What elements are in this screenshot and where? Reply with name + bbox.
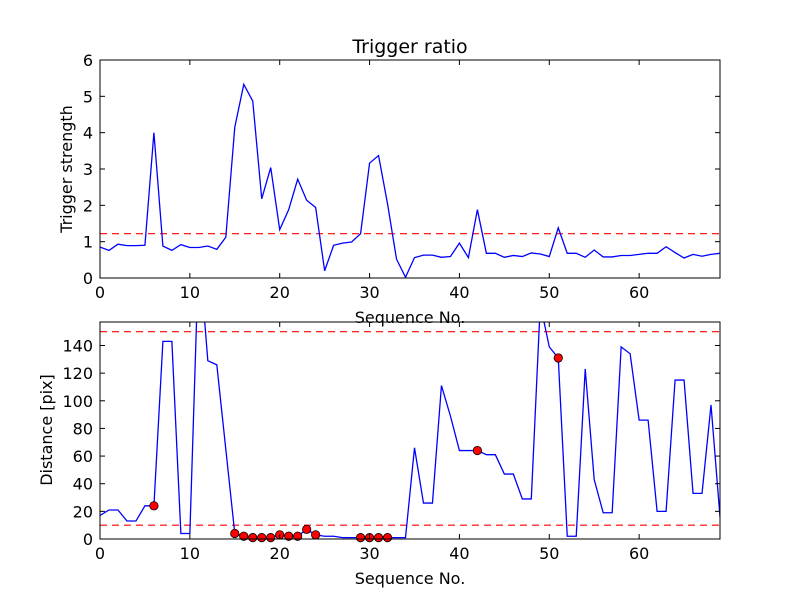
x-tick-label: 60 <box>629 283 649 302</box>
distance-markers <box>149 353 563 543</box>
x-tick-label: 10 <box>180 283 200 302</box>
y-tick-label: 1 <box>83 233 93 252</box>
series-line <box>100 82 720 278</box>
y-tick-label: 4 <box>83 124 93 143</box>
y-tick-label: 0 <box>83 269 93 288</box>
y-tick-label: 20 <box>73 502 93 521</box>
y-tick-label: 80 <box>73 419 93 438</box>
x-tick-label: 20 <box>270 283 290 302</box>
y-tick-label: 140 <box>62 336 93 355</box>
x-axis-ticks: 0 10 20 30 40 50 60 <box>95 60 649 302</box>
y-tick-label: 3 <box>83 160 93 179</box>
x-axis-label: Sequence No. <box>355 569 466 588</box>
x-tick-label: 0 <box>95 283 105 302</box>
y-tick-label: 100 <box>62 392 93 411</box>
data-point-marker <box>248 533 258 543</box>
data-point-marker <box>230 528 240 539</box>
data-point-marker <box>293 531 303 541</box>
x-tick-label: 30 <box>359 544 379 563</box>
y-tick-label: 2 <box>83 196 93 215</box>
data-point-marker <box>266 533 276 543</box>
x-tick-label: 10 <box>180 544 200 563</box>
y-tick-label: 120 <box>62 364 93 383</box>
plot-frame <box>99 321 721 540</box>
x-tick-label: 20 <box>270 544 290 563</box>
distance-series <box>100 322 720 539</box>
threshold-lines <box>100 331 720 526</box>
data-point-marker <box>257 533 267 543</box>
data-point-marker <box>382 533 393 543</box>
x-tick-label: 60 <box>629 544 649 563</box>
x-axis-ticks: 0 10 20 30 40 50 60 <box>95 322 649 563</box>
x-tick-label: 40 <box>449 544 469 563</box>
x-tick-label: 30 <box>359 283 379 302</box>
trigger-strength-series <box>100 82 720 278</box>
y-axis-ticks: 0 1 2 3 4 5 6 <box>83 51 720 288</box>
x-tick-label: 50 <box>539 283 559 302</box>
data-point-marker <box>355 533 366 543</box>
y-tick-label: 0 <box>83 530 93 549</box>
y-axis-label: Trigger strength <box>57 105 76 234</box>
x-tick-label: 40 <box>449 283 469 302</box>
y-tick-label: 60 <box>73 447 93 466</box>
distance-plot: 0 10 20 30 40 50 60 0 20 40 60 80 100 120 140 Sequenc… <box>37 321 721 588</box>
data-point-marker <box>311 530 321 540</box>
x-tick-label: 0 <box>95 544 105 563</box>
series-line <box>100 322 720 539</box>
x-tick-label: 50 <box>539 544 559 563</box>
data-point-marker <box>284 531 294 541</box>
y-tick-label: 6 <box>83 51 93 70</box>
x-axis-label: Sequence No. <box>355 308 466 327</box>
data-point-marker <box>472 445 482 456</box>
y-axis-label: Distance [pix] <box>37 374 56 486</box>
y-tick-label: 40 <box>73 475 93 494</box>
trigger-strength-plot: 0 10 20 30 40 50 60 0 1 2 3 4 5 6 Trigger ratio Sequ… <box>57 36 721 327</box>
y-axis-ticks: 0 20 40 60 80 100 120 140 <box>62 336 720 549</box>
data-point-marker <box>239 531 249 541</box>
y-tick-label: 5 <box>83 87 93 106</box>
data-point-marker <box>373 533 384 543</box>
chart-title: Trigger ratio <box>351 36 467 58</box>
data-point-marker <box>149 501 159 511</box>
data-point-marker <box>553 353 563 363</box>
data-point-marker <box>302 524 312 534</box>
